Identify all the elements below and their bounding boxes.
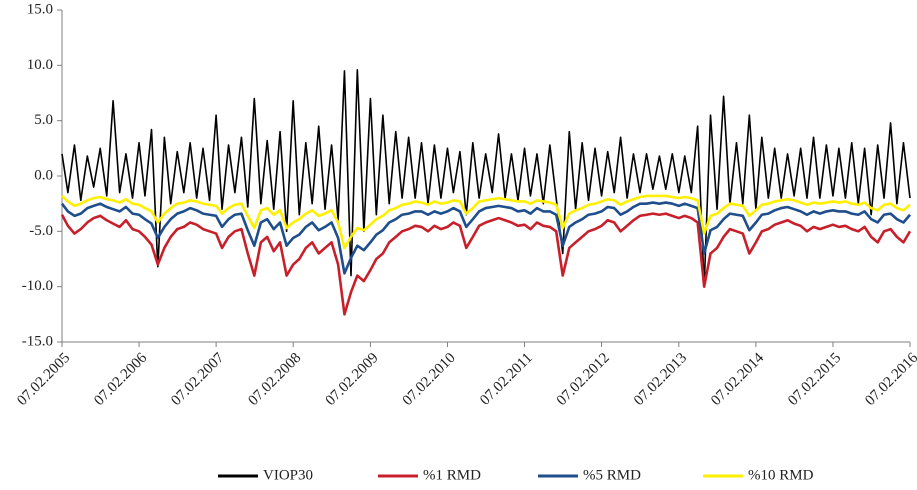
y-tick-label: -10.0	[22, 278, 53, 294]
legend-label: %5 RMD	[583, 467, 641, 483]
x-tick-label: 07.02.2013	[631, 350, 690, 409]
x-tick-label: 07.02.2008	[245, 350, 304, 409]
y-tick-label: -15.0	[22, 333, 53, 349]
x-tick-label: 07.02.2005	[14, 350, 73, 409]
legend-label: VIOP30	[263, 467, 313, 483]
x-tick-label: 07.02.2012	[554, 350, 613, 409]
x-tick-label: 07.02.2010	[400, 350, 459, 409]
x-tick-label: 07.02.2016	[862, 350, 917, 409]
y-tick-label: 0.0	[34, 167, 53, 183]
x-tick-label: 07.02.2007	[168, 350, 227, 409]
series-line	[61, 194, 911, 250]
y-tick-label: 5.0	[34, 112, 53, 128]
x-tick-label: 07.02.2009	[323, 350, 382, 409]
x-tick-label: 07.02.2011	[477, 350, 536, 409]
series-line	[61, 68, 911, 288]
x-tick-label: 07.02.2014	[708, 350, 767, 409]
y-tick-label: 10.0	[27, 57, 53, 73]
series-line	[60, 201, 911, 275]
y-tick-label: -5.0	[29, 223, 53, 239]
series-line	[60, 212, 912, 316]
y-tick-label: 15.0	[27, 1, 53, 17]
legend-label: %10 RMD	[748, 467, 814, 483]
x-tick-label: 07.02.2006	[91, 350, 150, 409]
x-tick-label: 07.02.2015	[785, 350, 844, 409]
legend-label: %1 RMD	[423, 467, 481, 483]
